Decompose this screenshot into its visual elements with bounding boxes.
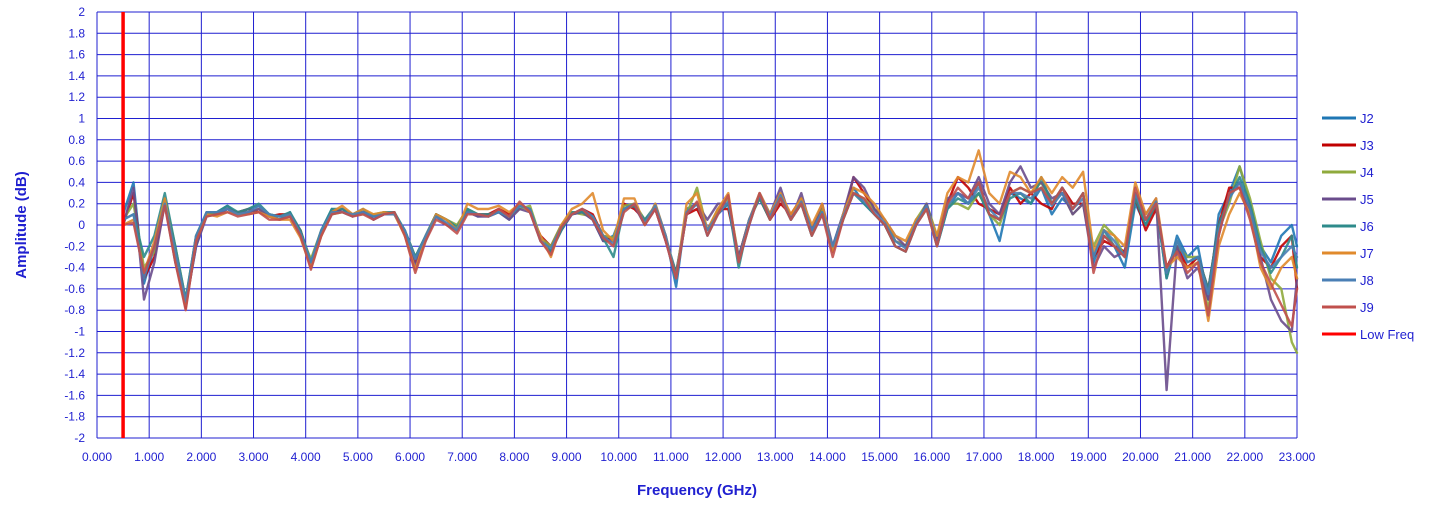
- x-tick-label: 3.000: [239, 450, 269, 464]
- y-tick-label: -1.4: [64, 367, 85, 381]
- y-tick-label: 0.4: [68, 175, 85, 189]
- x-tick-label: 15.000: [861, 450, 898, 464]
- y-tick-label: 0: [78, 218, 85, 232]
- y-tick-label: 1: [78, 112, 85, 126]
- x-tick-label: 10.000: [600, 450, 637, 464]
- x-tick-labels: 0.000 1.000 2.000 3.000 4.000 5.000 6.000 7.000…: [82, 450, 1316, 464]
- legend-label: J2: [1360, 111, 1374, 126]
- y-tick-label: -0.2: [64, 239, 85, 253]
- x-tick-label: 9.000: [552, 450, 582, 464]
- legend-label: J8: [1360, 273, 1374, 288]
- x-tick-label: 5.000: [343, 450, 373, 464]
- series-line-j5: [121, 165, 1299, 392]
- x-tick-label: 16.000: [913, 450, 950, 464]
- y-tick-label: -1.6: [64, 388, 85, 402]
- x-tick-label: 22.000: [1226, 450, 1263, 464]
- x-tick-label: 1.000: [134, 450, 164, 464]
- y-tick-label: -1: [74, 325, 85, 339]
- series-line-j9: [121, 181, 1299, 328]
- grid-lines: [96, 11, 1298, 439]
- x-tick-label: 21.000: [1174, 450, 1211, 464]
- x-axis-title: Frequency (GHz): [637, 482, 757, 499]
- x-tick-label: 19.000: [1070, 450, 1107, 464]
- x-tick-label: 4.000: [291, 450, 321, 464]
- y-tick-label: 0.8: [68, 133, 85, 147]
- x-tick-label: 6.000: [395, 450, 425, 464]
- x-tick-label: 14.000: [809, 450, 846, 464]
- x-tick-label: 7.000: [447, 450, 477, 464]
- x-tick-label: 0.000: [82, 450, 112, 464]
- y-tick-label: 1.6: [68, 48, 85, 62]
- legend-label: Low Freq: [1360, 327, 1414, 342]
- y-tick-label: -0.8: [64, 303, 85, 317]
- x-tick-label: 8.000: [499, 450, 529, 464]
- series-lines: [121, 149, 1299, 392]
- y-tick-label: -0.4: [64, 261, 85, 275]
- legend-label: J4: [1360, 165, 1374, 180]
- y-tick-label: 2: [78, 5, 85, 19]
- y-tick-label: 1.4: [68, 69, 85, 83]
- y-axis-title: Amplitude (dB): [13, 171, 30, 278]
- y-tick-label: -1.8: [64, 410, 85, 424]
- legend-label: J7: [1360, 246, 1374, 261]
- y-tick-label: 1.2: [68, 90, 85, 104]
- x-tick-label: 13.000: [757, 450, 794, 464]
- y-tick-label: -0.6: [64, 282, 85, 296]
- y-tick-label: 0.2: [68, 197, 85, 211]
- y-tick-label: -1.2: [64, 346, 85, 360]
- y-tick-label: 0.6: [68, 154, 85, 168]
- x-tick-label: 23.000: [1279, 450, 1316, 464]
- legend-label: J6: [1360, 219, 1374, 234]
- legend-label: J3: [1360, 138, 1374, 153]
- y-tick-label: 1.8: [68, 26, 85, 40]
- legend-label: J9: [1360, 300, 1374, 315]
- x-tick-label: 18.000: [1018, 450, 1055, 464]
- legend: J2 J3 J4 J5 J6 J7 J8 J9 Low Freq: [1322, 111, 1414, 342]
- y-tick-label: -2: [74, 431, 85, 445]
- x-tick-label: 20.000: [1122, 450, 1159, 464]
- x-tick-label: 11.000: [653, 450, 689, 464]
- y-tick-labels: 2 1.8 1.6 1.4 1.2 1 0.8 0.6 0.4 0.2 0 -0.2 -0.4 -0.6 -…: [64, 5, 85, 445]
- legend-label: J5: [1360, 192, 1374, 207]
- x-tick-label: 17.000: [966, 450, 1003, 464]
- x-tick-label: 2.000: [186, 450, 216, 464]
- series-line-j6: [121, 175, 1299, 301]
- x-tick-label: 12.000: [705, 450, 742, 464]
